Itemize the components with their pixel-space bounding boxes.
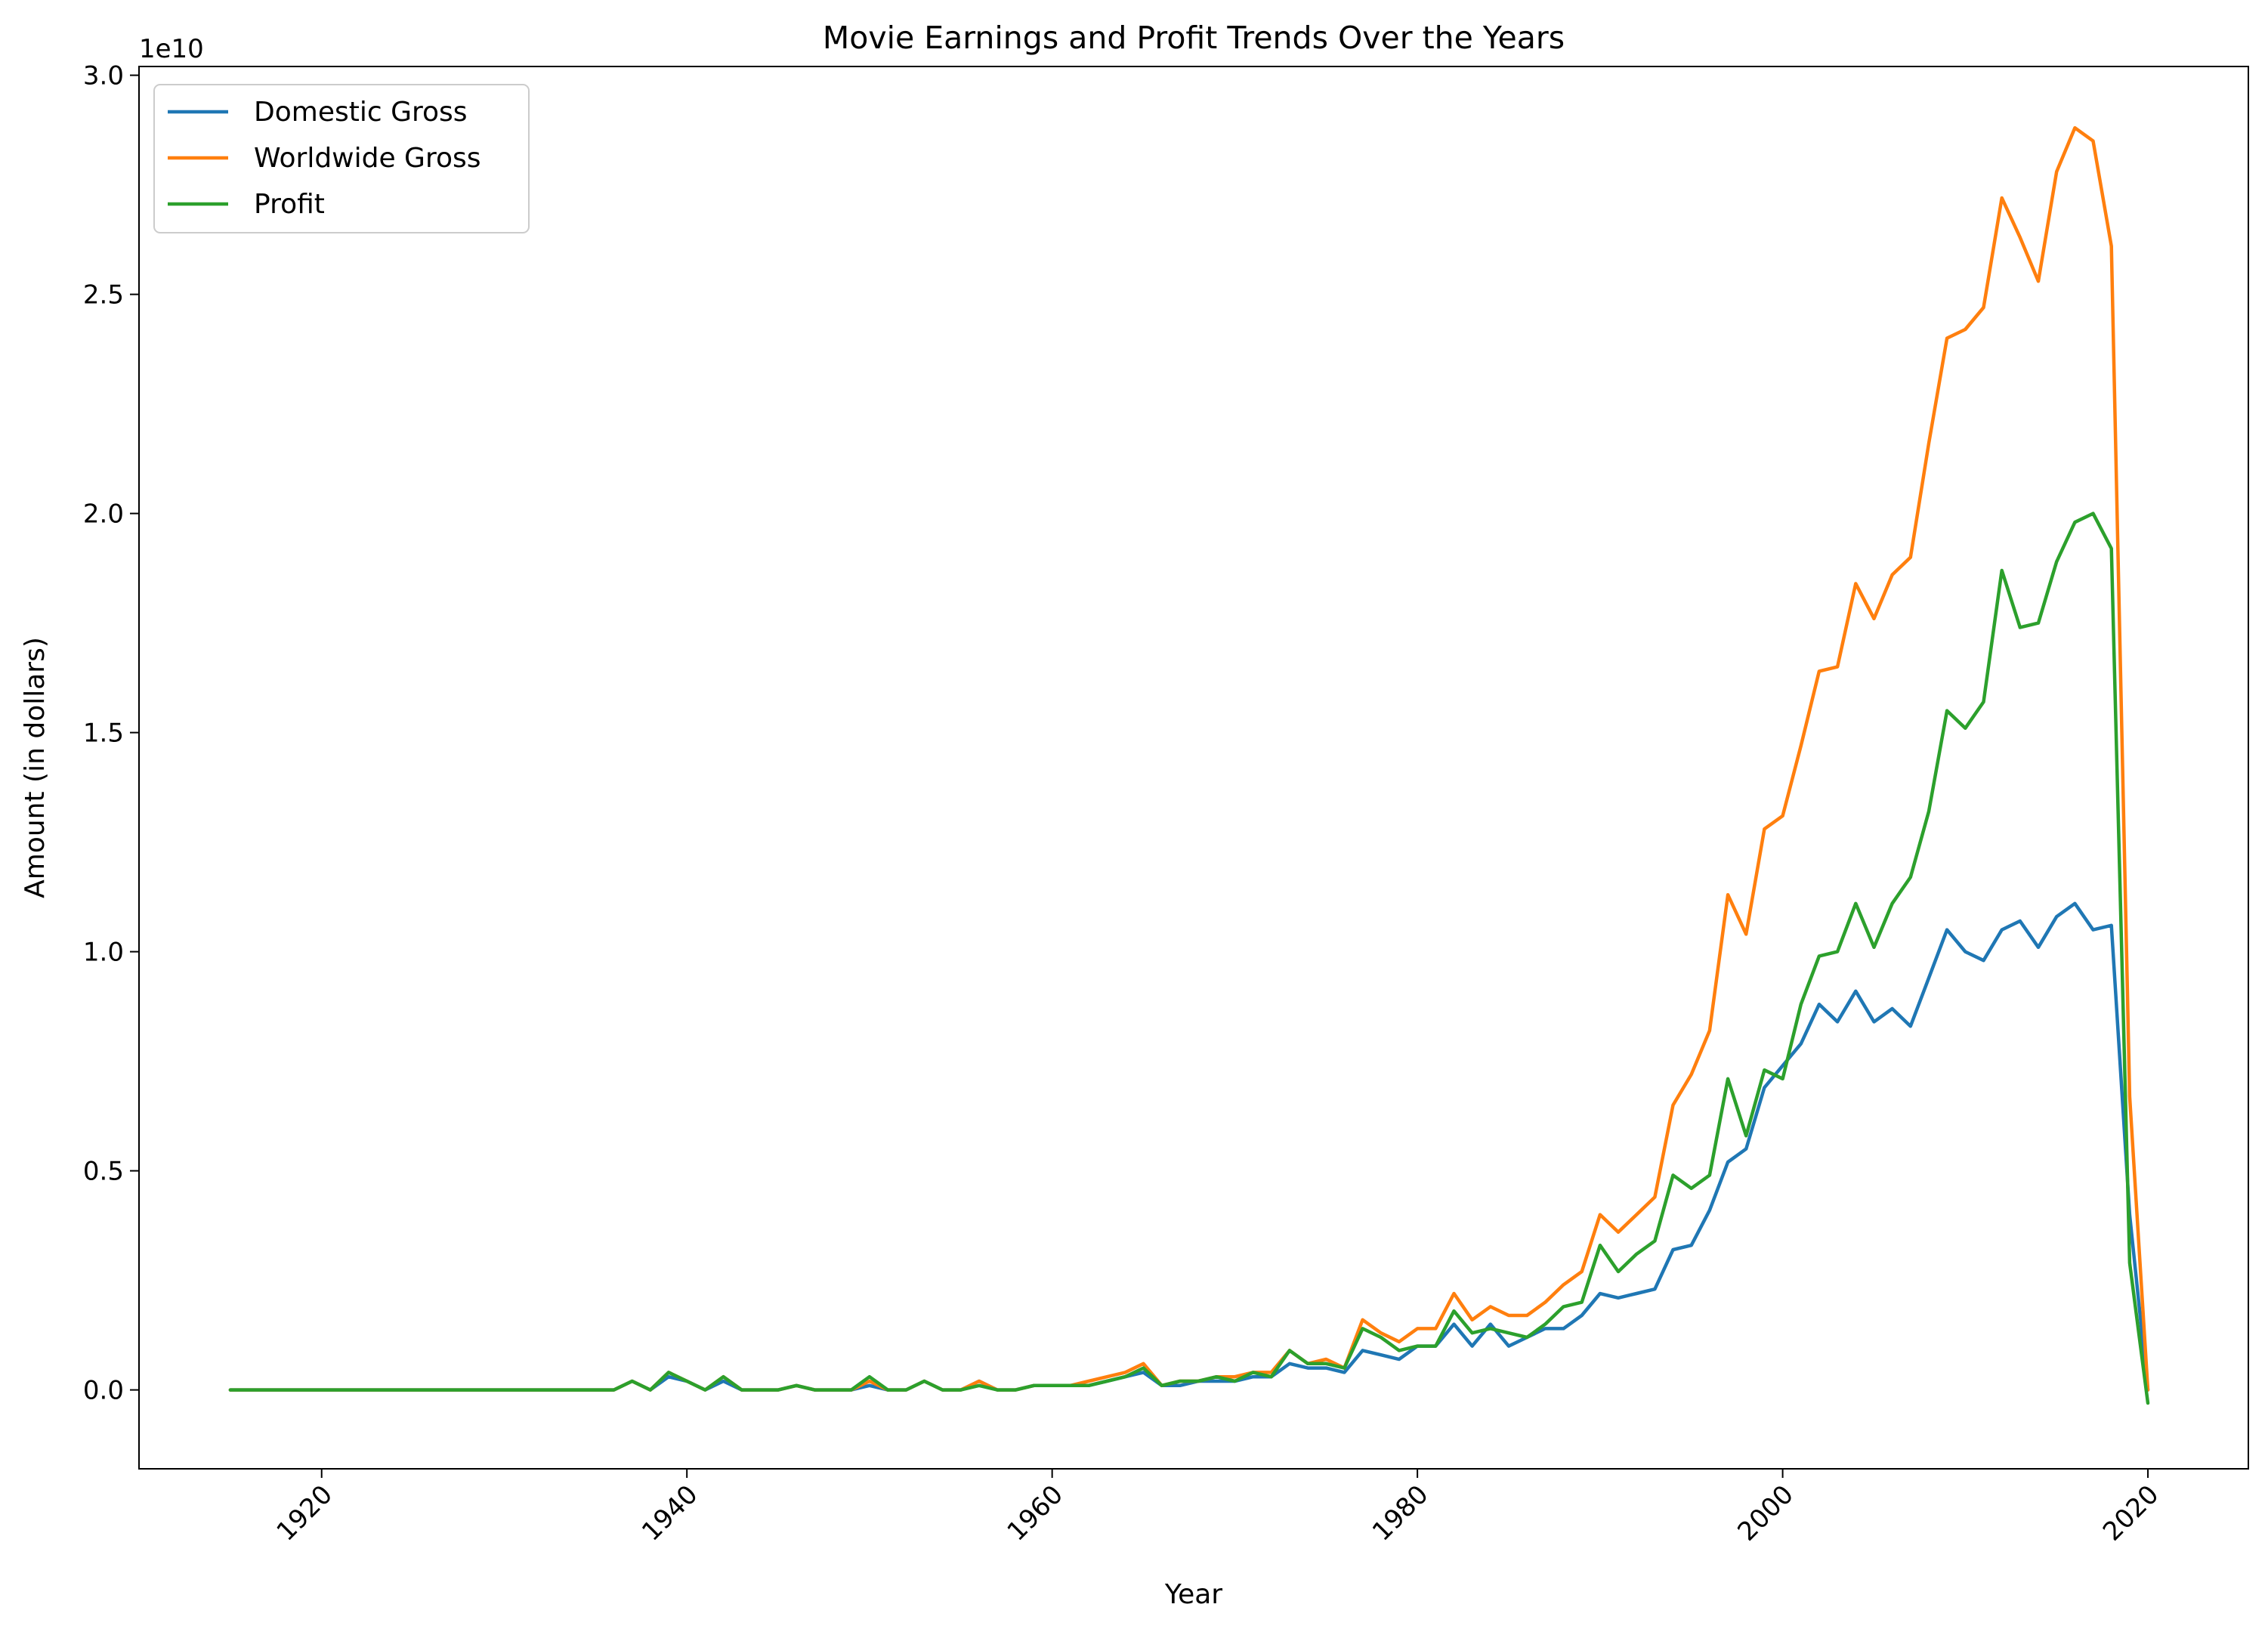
chart-title: Movie Earnings and Profit Trends Over th…: [823, 20, 1565, 56]
y-tick-label-0.0: 0.0: [83, 1376, 124, 1406]
y-tick-label-2.5: 2.5: [83, 280, 124, 311]
y-tick-label-2.0: 2.0: [83, 499, 124, 530]
x-axis-label: Year: [1164, 1579, 1222, 1610]
y-tick-label-0.5: 0.5: [83, 1157, 124, 1187]
y-axis: 0.0 0.5 1.0 1.5 2.0 2.5 3.0: [83, 61, 139, 1406]
y-tick-label-1.0: 1.0: [83, 938, 124, 968]
y-tick-label-1.5: 1.5: [83, 719, 124, 749]
plot-frame: [138, 66, 2249, 1470]
series-line-profit: [228, 512, 2150, 1405]
y-axis-label: Amount (in dollars): [20, 637, 51, 898]
legend-label-worldwide: Worldwide Gross: [254, 143, 481, 174]
y-offset-label: 1e10: [139, 34, 204, 64]
y-tick-label-3.0: 3.0: [83, 61, 124, 91]
legend-label-domestic: Domestic Gross: [254, 97, 468, 128]
plot-lines: [228, 125, 2150, 1405]
legend-label-profit: Profit: [254, 189, 325, 220]
legend-box: [153, 84, 530, 233]
legend: Domestic Gross Worldwide Gross Profit: [153, 84, 530, 233]
